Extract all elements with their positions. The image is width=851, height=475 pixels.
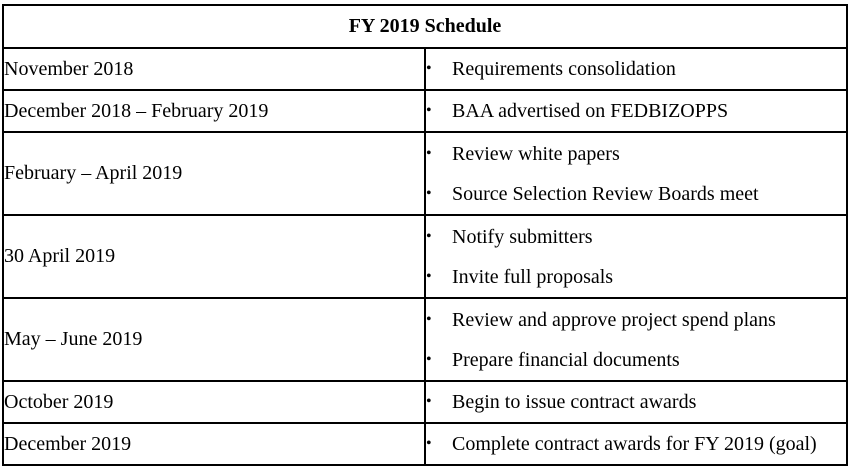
task-item: • Invite full proposals	[426, 257, 846, 297]
task-item: • Prepare financial documents	[426, 340, 846, 380]
bullet-icon: •	[426, 267, 432, 285]
task-cell: • Requirements consolidation	[424, 47, 848, 91]
task-item: • Complete contract awards for FY 2019 (g…	[426, 424, 846, 464]
task-list: • Requirements consolidation	[426, 49, 846, 89]
date-cell: 30 April 2019	[2, 214, 426, 299]
schedule-body: November 2018 • Requirements consolidation…	[2, 47, 848, 466]
table-row: May – June 2019 • Review and approve proje…	[2, 297, 848, 382]
task-cell: • Review and approve project spend plans •…	[424, 297, 848, 382]
date-cell: May – June 2019	[2, 297, 426, 382]
task-text: Requirements consolidation	[452, 58, 676, 80]
date-cell: December 2018 – February 2019	[2, 89, 426, 133]
date-cell: November 2018	[2, 47, 426, 91]
task-item: • Begin to issue contract awards	[426, 382, 846, 422]
title-row: FY 2019 Schedule	[2, 4, 848, 49]
task-cell: • Review white papers • Source Selection Re…	[424, 131, 848, 216]
table-title: FY 2019 Schedule	[2, 4, 848, 49]
task-item: • BAA advertised on FEDBIZOPPS	[426, 91, 846, 131]
task-text: Complete contract awards for FY 2019 (go…	[452, 433, 817, 455]
task-list: • Review and approve project spend plans •…	[426, 300, 846, 380]
bullet-icon: •	[426, 227, 432, 245]
task-cell: • Notify submitters • Invite full proposals	[424, 214, 848, 299]
task-list: • Begin to issue contract awards	[426, 382, 846, 422]
task-item: • Review white papers	[426, 134, 846, 174]
date-cell: December 2019	[2, 422, 426, 466]
task-cell: • BAA advertised on FEDBIZOPPS	[424, 89, 848, 133]
table-row: October 2019 • Begin to issue contract awa…	[2, 380, 848, 424]
table-row: November 2018 • Requirements consolidation	[2, 47, 848, 91]
bullet-icon: •	[426, 435, 432, 452]
bullet-icon: •	[426, 102, 432, 119]
table-row: February – April 2019 • Review white paper…	[2, 131, 848, 216]
task-text: Source Selection Review Boards meet	[452, 182, 759, 205]
task-item: • Requirements consolidation	[426, 49, 846, 89]
date-cell: February – April 2019	[2, 131, 426, 216]
task-cell: • Complete contract awards for FY 2019 (g…	[424, 422, 848, 466]
task-text: Review white papers	[452, 142, 620, 165]
task-text: Prepare financial documents	[452, 348, 680, 371]
bullet-icon: •	[426, 144, 432, 162]
table-row: 30 April 2019 • Notify submitters • Invite f…	[2, 214, 848, 299]
task-item: • Review and approve project spend plans	[426, 300, 846, 340]
task-list: • Review white papers • Source Selection Re…	[426, 134, 846, 214]
task-list: • Complete contract awards for FY 2019 (g…	[426, 424, 846, 464]
date-cell: October 2019	[2, 380, 426, 424]
task-text: BAA advertised on FEDBIZOPPS	[452, 100, 729, 122]
task-cell: • Begin to issue contract awards	[424, 380, 848, 424]
task-text: Begin to issue contract awards	[452, 391, 697, 413]
task-item: • Notify submitters	[426, 217, 846, 257]
task-item: • Source Selection Review Boards meet	[426, 174, 846, 214]
task-text: Invite full proposals	[452, 265, 614, 288]
task-list: • BAA advertised on FEDBIZOPPS	[426, 91, 846, 131]
schedule-table: FY 2019 Schedule November 2018 • Requireme…	[2, 4, 848, 466]
task-text: Notify submitters	[452, 225, 593, 248]
table-row: December 2018 – February 2019 • BAA advert…	[2, 89, 848, 133]
bullet-icon: •	[426, 350, 432, 368]
task-text: Review and approve project spend plans	[452, 308, 776, 331]
table-row: December 2019 • Complete contract awards f…	[2, 422, 848, 466]
bullet-icon: •	[426, 60, 432, 77]
bullet-icon: •	[426, 393, 432, 410]
bullet-icon: •	[426, 184, 432, 202]
task-list: • Notify submitters • Invite full proposals	[426, 217, 846, 297]
bullet-icon: •	[426, 310, 432, 328]
